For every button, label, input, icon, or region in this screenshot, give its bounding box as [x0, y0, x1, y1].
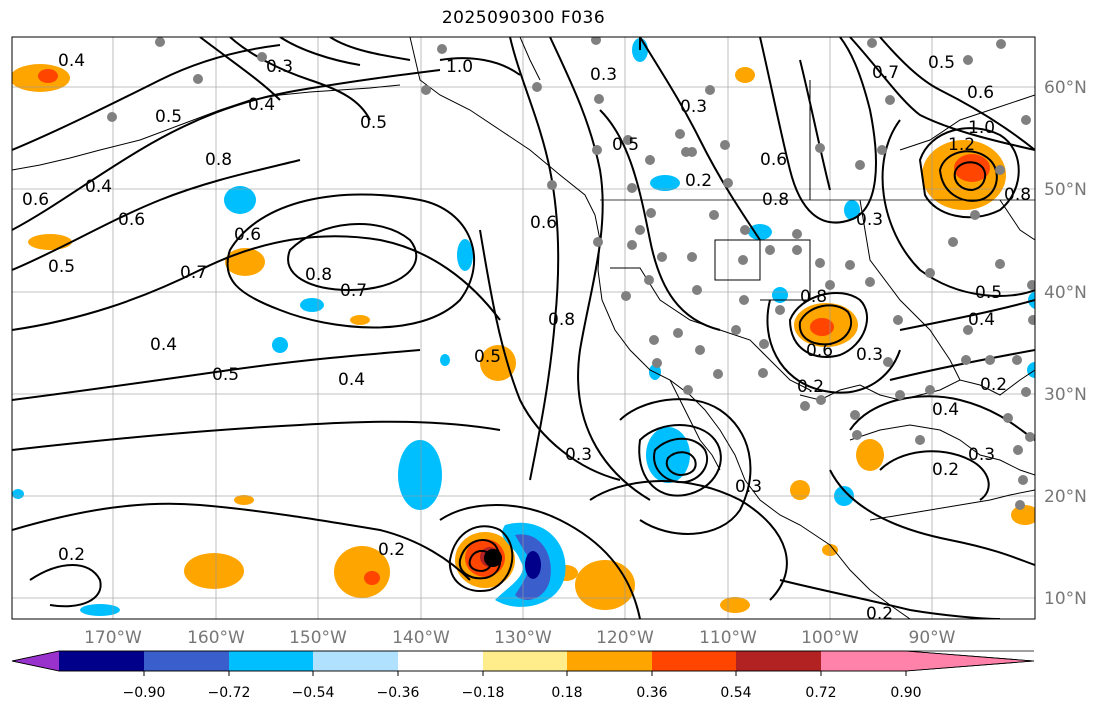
contour-label: 0.8: [305, 265, 332, 285]
contour-label: 0.7: [180, 263, 207, 283]
longitude-axis: 170°W 160°W 150°W 140°W 130°W 120°W 110°…: [84, 628, 956, 648]
colorbar-bin: [398, 651, 483, 671]
gridlines: [12, 37, 1035, 619]
contour-label: 0.3: [856, 345, 883, 365]
latitude-label: 60°N: [1044, 78, 1087, 98]
colorbar-extend-high: [906, 651, 1034, 671]
contour-label: 0.5: [155, 107, 182, 127]
latitude-label: 50°N: [1044, 180, 1087, 200]
contour-label: 0.5: [928, 53, 955, 73]
colorbar: −0.90 −0.72 −0.54 −0.36 −0.18 0.18 0.36 …: [11, 650, 1035, 701]
contour-label: 0.3: [856, 210, 883, 230]
contour-label: 0.4: [85, 177, 112, 197]
contour-label: 0.3: [565, 445, 592, 465]
longitude-label: 150°W: [289, 628, 347, 648]
colorbar-tick-label: 0.18: [551, 685, 582, 701]
colorbar-bin: [567, 651, 652, 671]
contour-label: 0.3: [968, 445, 995, 465]
contour-label: 0.2: [58, 545, 85, 565]
longitude-label: 90°W: [909, 628, 956, 648]
contour-label: 0.6: [530, 213, 557, 233]
contour-label: 0.6: [806, 341, 833, 361]
colorbar-extend-low: [12, 651, 59, 671]
contour-label: 0.6: [967, 83, 994, 103]
colorbar-bin: [59, 651, 144, 671]
colorbar-bin: [821, 651, 906, 671]
contour-label: 0.7: [340, 281, 367, 301]
contour-label: 0.6: [760, 150, 787, 170]
contour-label: 0.5: [360, 113, 387, 133]
contour-label: 0.5: [212, 365, 239, 385]
contour-label: 0.7: [872, 63, 899, 83]
latitude-label: 40°N: [1044, 283, 1087, 303]
contour-label: 0.5: [48, 257, 75, 277]
contour-label: 0.6: [22, 190, 49, 210]
colorbar-bin: [652, 651, 736, 671]
station-dots: [107, 37, 1035, 510]
colorbar-bin: [313, 651, 398, 671]
contour-label: 0.3: [266, 57, 293, 77]
colorbar-tick-label: 0.54: [720, 685, 751, 701]
colorbar-bin: [229, 651, 313, 671]
contour-label: 1.0: [446, 57, 473, 77]
colorbar-tick-label: −0.54: [292, 685, 335, 701]
contour-label: 0.2: [932, 460, 959, 480]
map-frame: [11, 36, 1036, 620]
contour-label: 0.2: [378, 540, 405, 560]
contour-label: 1.0: [968, 118, 995, 138]
contour-label: 0.6: [118, 210, 145, 230]
contour-label: 1.2: [948, 135, 975, 155]
latitude-axis: 60°N 50°N 40°N 30°N 20°N 10°N: [1044, 78, 1087, 609]
longitude-label: 170°W: [84, 628, 142, 648]
latitude-label: 30°N: [1044, 385, 1087, 405]
longitude-label: 110°W: [699, 628, 757, 648]
contour-label: 0.5: [474, 347, 501, 367]
map-title: 2025090300 F036: [441, 8, 606, 28]
contour-label: 0.8: [1004, 185, 1031, 205]
longitude-label: 140°W: [392, 628, 450, 648]
contour-label: 0.4: [150, 335, 177, 355]
contour-label: 0.2: [797, 377, 824, 397]
longitude-label: 120°W: [596, 628, 654, 648]
contour-label: 0.3: [590, 65, 617, 85]
storm-center-marker: [484, 549, 502, 567]
contour-label: 0.4: [932, 400, 959, 420]
contour-label: 0.5: [975, 283, 1002, 303]
colorbar-tick-label: −0.18: [462, 685, 505, 701]
contour-label: 0.8: [205, 150, 232, 170]
longitude-label: 160°W: [187, 628, 245, 648]
contour-labels: 0.4 0.3 0.4 1.0 0.5 0.5 0.8 0.6 0.4 0.6 …: [22, 51, 1031, 624]
latitude-label: 10°N: [1044, 589, 1087, 609]
contour-label: 0.3: [735, 477, 762, 497]
colorbar-tick-label: 0.72: [805, 685, 836, 701]
contour-label: 0.3: [680, 97, 707, 117]
contour-label: 0.4: [58, 51, 85, 71]
colorbar-bin: [483, 651, 567, 671]
longitude-label: 130°W: [494, 628, 552, 648]
colorbar-bin: [144, 651, 229, 671]
colorbar-bin: [736, 651, 821, 671]
contour-label: 0.4: [248, 95, 275, 115]
colorbar-tick-label: 0.36: [636, 685, 667, 701]
colorbar-tick-label: −0.72: [208, 685, 251, 701]
colorbar-tick-label: −0.36: [377, 685, 420, 701]
contour-label: 0.2: [685, 171, 712, 191]
anomaly-shading: [12, 38, 1035, 616]
contour-label: 0.2: [866, 604, 893, 624]
contour-label: 0.4: [968, 310, 995, 330]
contour-label: 0.8: [800, 287, 827, 307]
contour-label: 0.6: [234, 225, 261, 245]
contour-label: 0.8: [548, 310, 575, 330]
colorbar-tick-label: 0.90: [890, 685, 921, 701]
contour-label: 0.8: [762, 190, 789, 210]
contour-lines: [12, 37, 1035, 619]
longitude-label: 100°W: [801, 628, 859, 648]
contour-label: 0.2: [980, 375, 1007, 395]
colorbar-tick-label: −0.90: [123, 685, 166, 701]
contour-label: 0.4: [338, 370, 365, 390]
contour-label: 0.5: [612, 135, 639, 155]
latitude-label: 20°N: [1044, 487, 1087, 507]
